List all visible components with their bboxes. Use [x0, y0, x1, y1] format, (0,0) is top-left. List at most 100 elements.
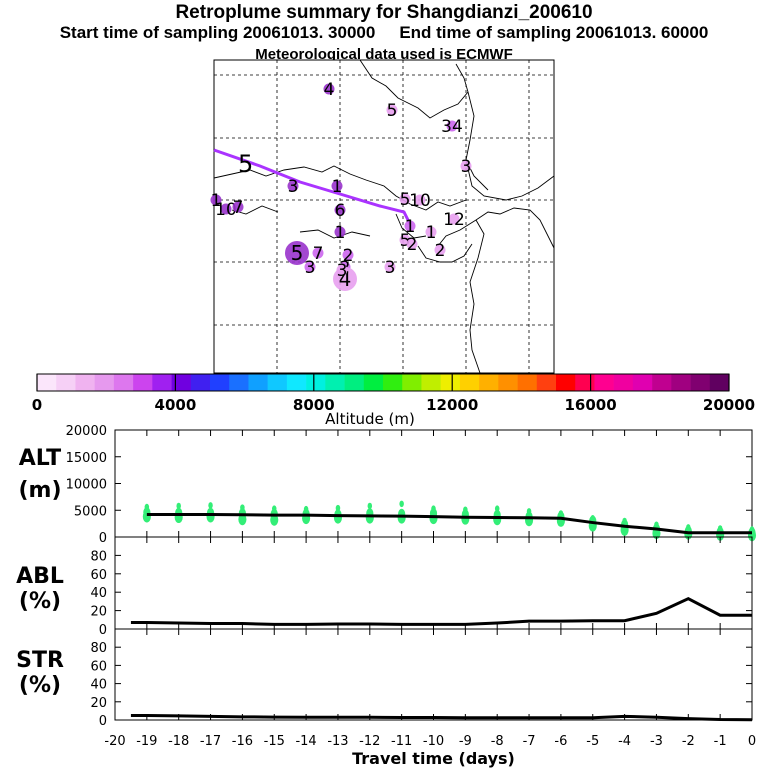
- x-tick-label: -6: [554, 734, 567, 749]
- x-tick-label: -3: [650, 734, 663, 749]
- panel-ylabel-name: ABL: [16, 564, 64, 589]
- cluster-marker: [210, 194, 222, 206]
- colorbar-swatch: [306, 374, 326, 391]
- cluster-label: 5: [387, 101, 398, 121]
- cluster-label: 7: [313, 244, 324, 264]
- alt-point: [717, 525, 723, 532]
- alt-point: [494, 505, 500, 512]
- cluster-label: 3: [461, 157, 472, 177]
- panel-frame: [114, 536, 753, 630]
- cluster-label: 1: [332, 177, 343, 197]
- cluster-marker: [287, 180, 299, 192]
- colorbar-swatch: [286, 374, 307, 391]
- panel-frame: [114, 628, 753, 721]
- alt-point: [590, 515, 595, 522]
- series-line: [130, 713, 753, 722]
- x-tick-label: -16: [232, 734, 253, 749]
- colorbar-swatch: [267, 374, 288, 391]
- alt-point: [206, 507, 215, 519]
- cluster-marker: [304, 261, 316, 273]
- coastline: [437, 207, 555, 249]
- met-data-line: Meteorological data used is ECMWF: [255, 46, 513, 63]
- x-tick-label: -10: [423, 734, 444, 749]
- coastline: [395, 213, 427, 239]
- alt-point: [367, 502, 373, 510]
- time-series-panels: 05000100001500020000ALT(m)020406080ABL(%…: [16, 424, 756, 768]
- cluster-label: 6: [335, 201, 346, 221]
- cluster-marker: [448, 213, 460, 225]
- cluster-label: 3: [337, 261, 348, 281]
- colorbar-axis-label: Altitude (m): [325, 410, 415, 428]
- panel-ytick-label: 40: [90, 678, 107, 693]
- alt-point: [431, 505, 436, 512]
- alt-point: [144, 503, 150, 511]
- cluster-marker: [386, 104, 398, 116]
- alt-point: [749, 526, 755, 533]
- panel-ylabel-unit: (%): [19, 673, 61, 698]
- alt-point: [175, 507, 183, 519]
- x-tick-label: -15: [264, 734, 285, 749]
- cluster-marker: [434, 244, 446, 256]
- cluster-label: 3: [288, 177, 299, 197]
- start-time: Start time of sampling 20061013. 30000: [59, 23, 376, 42]
- cluster-label: 7: [233, 198, 244, 218]
- colorbar-swatch: [594, 374, 614, 391]
- cluster-label: 34: [441, 117, 463, 137]
- x-tick-label: 0: [748, 734, 756, 749]
- cluster-marker: [334, 204, 346, 216]
- cluster-marker: [460, 160, 472, 172]
- alt-point: [463, 506, 468, 513]
- chart-title: Retroplume summary for Shangdianzi_20061…: [175, 2, 593, 23]
- x-tick-label: -12: [359, 734, 380, 749]
- cluster-marker: [414, 194, 426, 206]
- colorbar-swatch: [190, 374, 211, 391]
- alt-point: [303, 505, 309, 513]
- x-tick-label: -17: [200, 734, 221, 749]
- x-tick-label: -18: [168, 734, 189, 749]
- panel-ytick-label: 20: [90, 696, 107, 711]
- trajectory-path: [213, 148, 412, 225]
- x-tick-label: -5: [586, 734, 599, 749]
- colorbar-swatch: [210, 374, 230, 391]
- cluster-marker: [404, 220, 416, 232]
- alt-point: [622, 517, 627, 525]
- cluster-label: 2: [343, 246, 354, 266]
- altitude-colorbar: 0 4000 8000 12000 16000 20000 Altitude (m): [32, 373, 755, 428]
- panel-ytick-label: 40: [90, 586, 107, 601]
- colorbar-swatch: [709, 374, 730, 391]
- colorbar-swatch: [133, 374, 153, 391]
- colorbar-swatch: [479, 374, 499, 391]
- map-trajectory: 5: [213, 148, 412, 225]
- panel-ylabel-unit: (%): [19, 589, 61, 614]
- panel-ylabel-name: STR: [16, 648, 64, 673]
- cluster-label: 5: [400, 190, 411, 210]
- map-clusters: 4534313161107510121152257322343: [210, 80, 472, 291]
- cluster-label: 1: [335, 223, 346, 243]
- x-tick-label: -4: [618, 734, 631, 749]
- cluster-label: 10: [409, 191, 431, 211]
- alt-point: [176, 502, 181, 510]
- x-tick-label: -20: [104, 734, 125, 749]
- cluster-label: 1: [426, 223, 437, 243]
- x-tick-label: -11: [391, 734, 412, 749]
- cluster-label: 1: [405, 217, 416, 237]
- colorbar-tick-label: 12000: [426, 396, 478, 414]
- cluster-marker: [285, 241, 309, 265]
- colorbar-swatch: [671, 374, 691, 391]
- panel-ytick-label: 20000: [66, 424, 107, 439]
- coastline: [469, 219, 485, 374]
- colorbar-swatch: [440, 374, 461, 391]
- x-tick-label: -7: [523, 734, 536, 749]
- colorbar-swatch: [94, 374, 115, 391]
- cluster-label: 3: [305, 258, 316, 278]
- colorbar-swatch: [56, 374, 76, 391]
- sampling-times: Start time of sampling 20061013. 30000 En…: [0, 23, 768, 43]
- colorbar-tick-label: 16000: [565, 396, 617, 414]
- colorbar-swatch: [652, 374, 672, 391]
- colorbar-tick-label: 0: [32, 396, 42, 414]
- alt-point: [526, 508, 532, 515]
- map-coastlines: [213, 59, 555, 374]
- x-tick-label: -19: [136, 734, 157, 749]
- colorbar-tick-label: 8000: [293, 396, 335, 414]
- map-grid: [214, 60, 554, 373]
